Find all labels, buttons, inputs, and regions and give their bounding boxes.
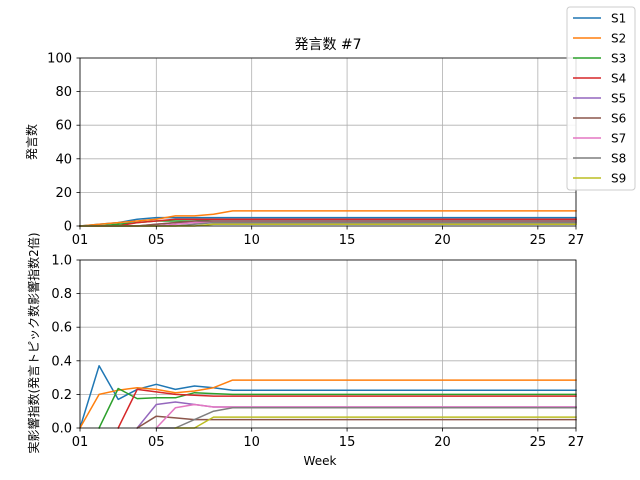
bottom-xtick-label: 05 <box>148 435 165 450</box>
legend-label-s3: S3 <box>611 52 626 66</box>
legend-label-s8: S8 <box>611 152 626 166</box>
legend-label-s7: S7 <box>611 132 626 146</box>
legend-items: S1 S2 S3 S4 S5 S6 S7 S8 S9 <box>573 12 626 186</box>
top-ytick-label: 0 <box>64 220 72 235</box>
top-ytick-label: 40 <box>55 152 72 167</box>
top-ytick-label: 20 <box>55 186 72 201</box>
top-xtick-label: 27 <box>568 233 585 248</box>
top-xtick-label: 25 <box>530 233 547 248</box>
bottom-series-s7-line <box>155 403 577 430</box>
bottom-xtick-label: 01 <box>72 435 89 450</box>
top-ytick-label: 100 <box>47 52 72 67</box>
bottom-xtick-label: 20 <box>434 435 451 450</box>
bottom-chart-ylabel: 実影響指数(発言トピック数影響指数2倍) <box>26 233 41 454</box>
bottom-series-s4-line <box>117 388 577 430</box>
bottom-ticks: 01 05 10 15 20 25 27 0.0 0.2 0.4 0.6 0.8 1.0 <box>51 254 584 451</box>
bottom-ytick-label: 0.0 <box>51 422 72 437</box>
bottom-ytick-label: 0.8 <box>51 287 72 302</box>
top-xtick-label: 10 <box>243 233 260 248</box>
top-xtick-label: 15 <box>339 233 356 248</box>
influence-index-chart: Week 実影響指数(発言トピック数影響指数2倍) 01 05 10 15 20 25 27… <box>26 233 584 469</box>
top-ytick-label: 60 <box>55 119 72 134</box>
bottom-axes-frame <box>79 259 577 429</box>
legend: S1 S2 S3 S4 S5 S6 S7 S8 S9 <box>566 6 636 191</box>
bottom-ytick-label: 0.2 <box>51 388 72 403</box>
top-ticks: 01 05 10 15 20 25 27 0 20 40 60 80 100 <box>47 52 584 249</box>
bottom-xtick-label: 10 <box>243 435 260 450</box>
legend-label-s2: S2 <box>611 32 626 46</box>
bottom-series-s3-line <box>98 387 577 430</box>
legend-label-s1: S1 <box>611 12 626 26</box>
top-xtick-label: 01 <box>72 233 89 248</box>
bottom-series-s6-line <box>136 415 577 430</box>
bottom-ytick-label: 0.6 <box>51 321 72 336</box>
bottom-xtick-label: 15 <box>339 435 356 450</box>
top-xtick-label: 05 <box>148 233 165 248</box>
bottom-xtick-label: 25 <box>530 435 547 450</box>
top-ytick-label: 80 <box>55 85 72 100</box>
bottom-ytick-label: 0.4 <box>51 354 72 369</box>
top-chart-ylabel: 発言数 <box>24 124 39 160</box>
top-series-s2-line <box>79 210 577 227</box>
top-xtick-label: 20 <box>434 233 451 248</box>
bottom-series-s2-line <box>78 379 577 430</box>
bottom-ytick-label: 1.0 <box>51 254 72 269</box>
legend-label-s6: S6 <box>611 112 626 126</box>
top-chart-title: 発言数 #7 <box>294 37 361 53</box>
legend-label-s4: S4 <box>611 72 626 86</box>
legend-label-s5: S5 <box>611 92 626 106</box>
bottom-xtick-label: 27 <box>568 435 585 450</box>
bottom-series-s1-line <box>79 365 577 429</box>
bottom-chart-xlabel: Week <box>304 454 337 468</box>
legend-label-s9: S9 <box>611 172 626 186</box>
